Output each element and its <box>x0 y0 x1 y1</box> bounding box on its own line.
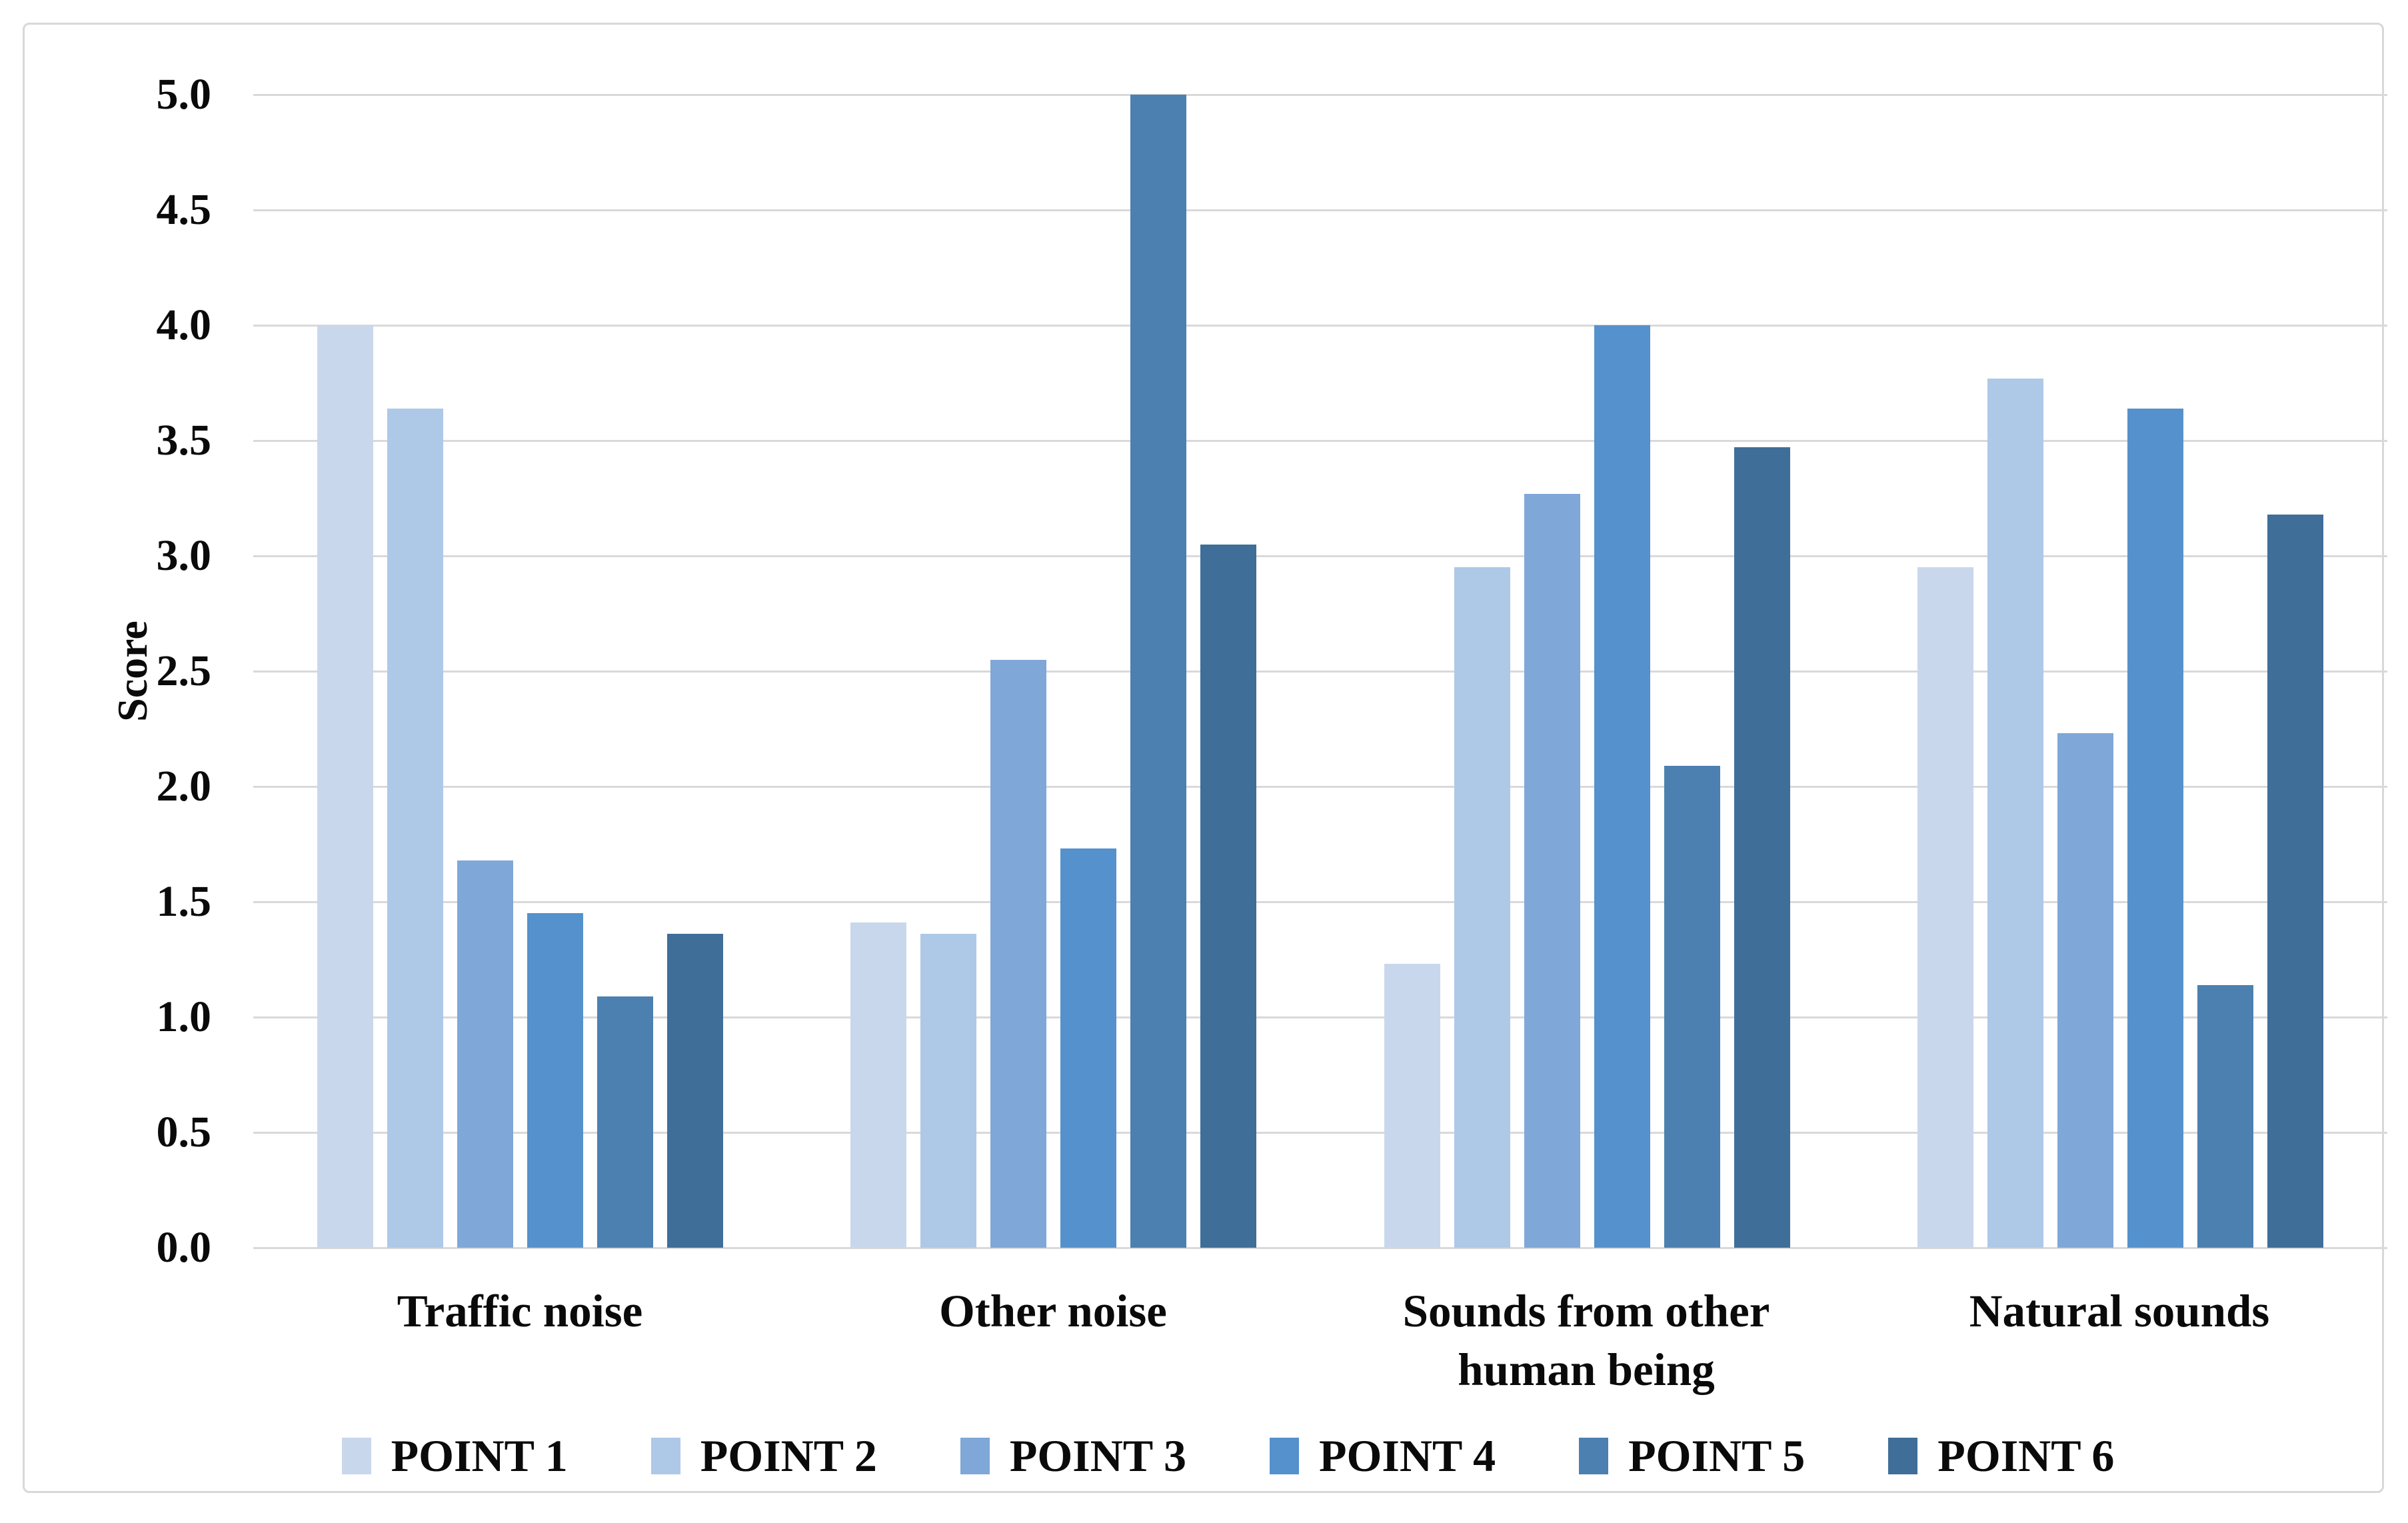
legend-item-point-3: POINT 3 <box>960 1430 1186 1482</box>
bar-point-4-cat3 <box>1594 325 1650 1248</box>
legend: POINT 1 POINT 2 POINT 3 POINT 4 POINT 5 POINT… <box>49 1430 2407 1482</box>
bar-point-6-cat2 <box>1200 544 1257 1248</box>
legend-label: POINT 6 <box>1937 1430 2115 1481</box>
legend-swatch-point-5 <box>1579 1438 1609 1474</box>
chart-frame: Score 0.0 0.5 1.0 1.5 2.0 2.5 3.0 3.5 4.0 4.5 5.0 … <box>23 23 2387 1493</box>
bar-point-1-cat4 <box>1917 567 1974 1248</box>
legend-item-point-2: POINT 2 <box>650 1430 877 1482</box>
category-label-text: Sounds from other human being <box>1402 1286 1770 1396</box>
gridline-2.5 <box>253 670 2387 673</box>
bar-point-6-cat3 <box>1734 447 1790 1248</box>
bar-point-3-cat2 <box>990 659 1047 1248</box>
bar-point-3-cat3 <box>1524 493 1580 1248</box>
gridline-2.0 <box>253 785 2387 788</box>
legend-swatch-point-2 <box>650 1438 680 1474</box>
gridline-4.0 <box>253 324 2387 327</box>
bar-point-4-cat4 <box>2127 408 2184 1248</box>
bar-point-1-cat3 <box>1384 964 1440 1248</box>
legend-swatch-point-1 <box>341 1438 371 1474</box>
legend-label: POINT 4 <box>1319 1430 1496 1481</box>
y-tick-label-4.5: 4.5 <box>156 185 212 234</box>
y-tick-label-0.0: 0.0 <box>156 1223 212 1272</box>
y-tick-label-1.0: 1.0 <box>156 992 212 1041</box>
bar-point-2-cat1 <box>387 408 443 1248</box>
legend-label: POINT 2 <box>700 1430 877 1481</box>
category-label-2: Other noise <box>786 1282 1320 1400</box>
bar-point-2-cat2 <box>920 934 977 1248</box>
gridline-0.5 <box>253 1131 2387 1134</box>
bar-point-5-cat4 <box>2197 984 2254 1248</box>
bar-point-5-cat3 <box>1664 765 1720 1248</box>
gridline-4.5 <box>253 209 2387 211</box>
legend-item-point-6: POINT 6 <box>1888 1430 2114 1482</box>
bar-point-4-cat2 <box>1060 848 1117 1248</box>
y-tick-label-4.0: 4.0 <box>156 301 212 349</box>
category-label-4: Natural sounds <box>1853 1282 2386 1400</box>
gridline-3.5 <box>253 439 2387 442</box>
legend-swatch-point-4 <box>1270 1438 1299 1474</box>
bar-point-6-cat1 <box>666 934 723 1248</box>
y-tick-label-3.5: 3.5 <box>156 416 212 465</box>
gridline-1.0 <box>253 1016 2387 1018</box>
gridline-3.0 <box>253 555 2387 557</box>
bar-point-2-cat3 <box>1454 567 1510 1248</box>
bar-point-3-cat4 <box>2057 733 2114 1248</box>
category-label-text: Natural sounds <box>1969 1286 2270 1336</box>
gridline-0.0 <box>253 1246 2387 1249</box>
y-tick-label-1.5: 1.5 <box>156 877 212 926</box>
category-label-text: Other noise <box>939 1286 1167 1336</box>
legend-label: POINT 1 <box>391 1430 568 1481</box>
y-tick-label-2.5: 2.5 <box>156 647 212 695</box>
bar-point-5-cat2 <box>1130 95 1187 1248</box>
category-label-3: Sounds from other human being <box>1320 1282 1853 1400</box>
bar-point-1-cat1 <box>317 325 373 1248</box>
legend-label: POINT 3 <box>1009 1430 1186 1481</box>
category-label-text: Traffic noise <box>397 1286 643 1336</box>
y-tick-label-3.0: 3.0 <box>156 531 212 580</box>
gridline-5.0 <box>253 93 2387 96</box>
y-tick-label-2.0: 2.0 <box>156 762 212 810</box>
bar-point-5-cat1 <box>597 996 653 1248</box>
bar-point-3-cat1 <box>457 860 513 1248</box>
y-tick-label-5.0: 5.0 <box>156 70 212 119</box>
legend-swatch-point-6 <box>1888 1438 1918 1474</box>
bar-point-2-cat4 <box>1987 378 2044 1248</box>
y-tick-label-0.5: 0.5 <box>156 1108 212 1156</box>
bar-point-4-cat1 <box>527 913 583 1248</box>
plot-area <box>253 93 2387 1249</box>
legend-item-point-5: POINT 5 <box>1579 1430 1805 1482</box>
gridline-1.5 <box>253 900 2387 903</box>
bar-point-1-cat2 <box>850 922 907 1248</box>
x-axis-category-labels: Traffic noise Other noise Sounds from othe… <box>253 1282 2387 1400</box>
legend-swatch-point-3 <box>960 1438 990 1474</box>
legend-label: POINT 5 <box>1628 1430 1806 1481</box>
legend-item-point-4: POINT 4 <box>1270 1430 1496 1482</box>
bar-point-6-cat4 <box>2267 514 2324 1248</box>
category-label-1: Traffic noise <box>253 1282 786 1400</box>
legend-item-point-1: POINT 1 <box>341 1430 568 1482</box>
